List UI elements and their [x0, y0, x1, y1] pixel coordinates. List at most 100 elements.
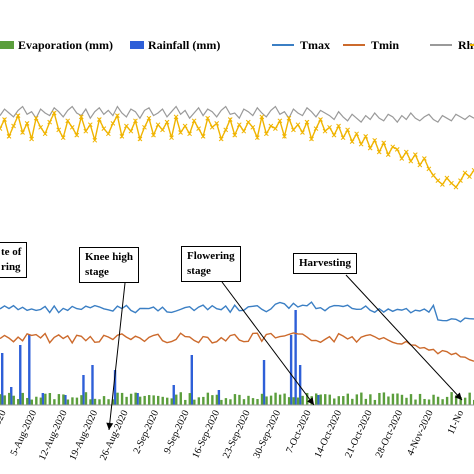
legend-item: Rhmax — [430, 38, 474, 52]
rainfall-bar — [262, 360, 266, 405]
rainfall-bar — [10, 387, 13, 405]
rhmin-point — [313, 126, 319, 131]
rhmin-point — [444, 175, 450, 181]
evaporation-bar — [287, 397, 291, 405]
rhmin-point — [286, 115, 292, 121]
rhmin-point — [263, 131, 269, 137]
rhmin-point — [440, 182, 445, 187]
rhmin-point — [151, 132, 156, 138]
rhmin-point — [327, 124, 332, 130]
evaporation-bar — [450, 392, 453, 405]
evaporation-bar — [93, 398, 97, 405]
evaporation-bar — [138, 396, 142, 405]
rhmin-point — [160, 127, 165, 133]
rhmin-point — [394, 147, 400, 152]
evaporation-bar — [107, 399, 110, 405]
rainfall-bars — [1, 310, 320, 405]
rhmin-point — [223, 127, 229, 133]
evaporation-bar — [432, 394, 435, 405]
evaporation-bar — [111, 399, 115, 405]
rhmin-point — [309, 136, 314, 142]
evaporation-bar — [418, 393, 422, 405]
evaporation-bar — [233, 394, 237, 405]
evaporation-bar — [409, 394, 413, 405]
evaporation-bar — [98, 399, 101, 405]
evaporation-bar — [260, 393, 264, 405]
rhmin-point — [245, 119, 251, 125]
legend-item: Tmin — [343, 38, 399, 52]
legend-label: Rhmax — [458, 38, 474, 52]
rhmin-point — [417, 162, 423, 168]
evaporation-bar — [30, 399, 33, 405]
evaporation-bar — [102, 396, 106, 405]
rhmin-point — [29, 136, 34, 142]
evaporation-bar — [351, 398, 354, 405]
evaporation-bar — [328, 394, 331, 405]
rainfall-bar — [190, 355, 193, 405]
rainfall-bar — [298, 365, 302, 405]
rhmin-point — [205, 115, 211, 121]
rhmin-point — [87, 122, 93, 128]
rainfall-bar — [294, 310, 297, 405]
evaporation-bar — [206, 392, 210, 405]
rhmin-point — [295, 122, 301, 128]
evaporation-bar — [360, 392, 363, 405]
rhmin-point — [349, 139, 355, 144]
rhmin-point — [462, 170, 468, 176]
rhmin-point — [47, 119, 53, 125]
rhmin-point — [232, 132, 238, 138]
legend-label: Tmax — [300, 38, 330, 52]
legend-label: Tmin — [371, 38, 399, 52]
annotation-arrow — [221, 281, 315, 406]
evaporation-bar — [346, 393, 349, 405]
rhmin-point — [119, 134, 125, 139]
evaporation-bar — [71, 397, 74, 405]
rhmin-point — [182, 123, 188, 129]
evaporation-bar — [170, 398, 173, 405]
x-tick-label: 16-Sep-2020 — [190, 409, 222, 460]
x-tick-labels: -2020 5-Aug-202012-Aug-202019-Aug-202026-… — [0, 409, 466, 462]
evaporation-bar — [283, 393, 286, 405]
evaporation-bar — [463, 397, 467, 405]
annotation-flowering-stage: Flowering stage — [181, 246, 241, 282]
evaporation-bar — [48, 393, 52, 405]
x-tick-label: 11-No — [446, 409, 467, 436]
evaporation-bar — [242, 399, 246, 405]
evaporation-bar — [278, 394, 282, 405]
evaporation-bar — [184, 399, 187, 405]
evaporation-bar — [143, 395, 146, 405]
rhmin-point — [169, 135, 174, 141]
rhmin-point — [331, 132, 337, 138]
rhmin-point — [173, 114, 179, 120]
rhmin-point — [236, 122, 242, 128]
annotation-sowing: te of ring — [0, 242, 28, 278]
rhmin-point — [20, 130, 25, 135]
evaporation-bar — [373, 399, 377, 405]
evaporation-bar — [224, 398, 228, 405]
legend-item: Rainfall (mm) — [130, 38, 220, 52]
evaporation-bar — [120, 392, 124, 405]
rhmin-point — [209, 124, 215, 130]
rhmin-point — [367, 145, 373, 151]
rhmin-point — [191, 118, 197, 124]
evaporation-bar — [265, 396, 268, 405]
rhmin-point — [273, 126, 278, 131]
rhmin-point — [340, 135, 346, 141]
evaporation-bar — [0, 394, 2, 405]
evaporation-bar — [35, 396, 38, 405]
rhmin-point — [146, 115, 152, 121]
evaporation-bar — [179, 392, 182, 405]
evaporation-bar — [423, 398, 426, 405]
rainfall-bar — [172, 385, 175, 405]
rhmin-point — [0, 126, 3, 131]
evaporation-bar — [125, 396, 128, 405]
rainfall-bar — [91, 365, 94, 405]
evaporation-bar — [247, 395, 250, 405]
rhmin-point — [78, 114, 84, 120]
rhmin-point — [101, 126, 107, 131]
rhmin-point — [96, 117, 102, 122]
evaporation-bar — [188, 393, 191, 405]
evaporation-bar — [166, 397, 169, 405]
rhmin-point — [227, 117, 233, 122]
rhmin-point — [178, 130, 183, 135]
